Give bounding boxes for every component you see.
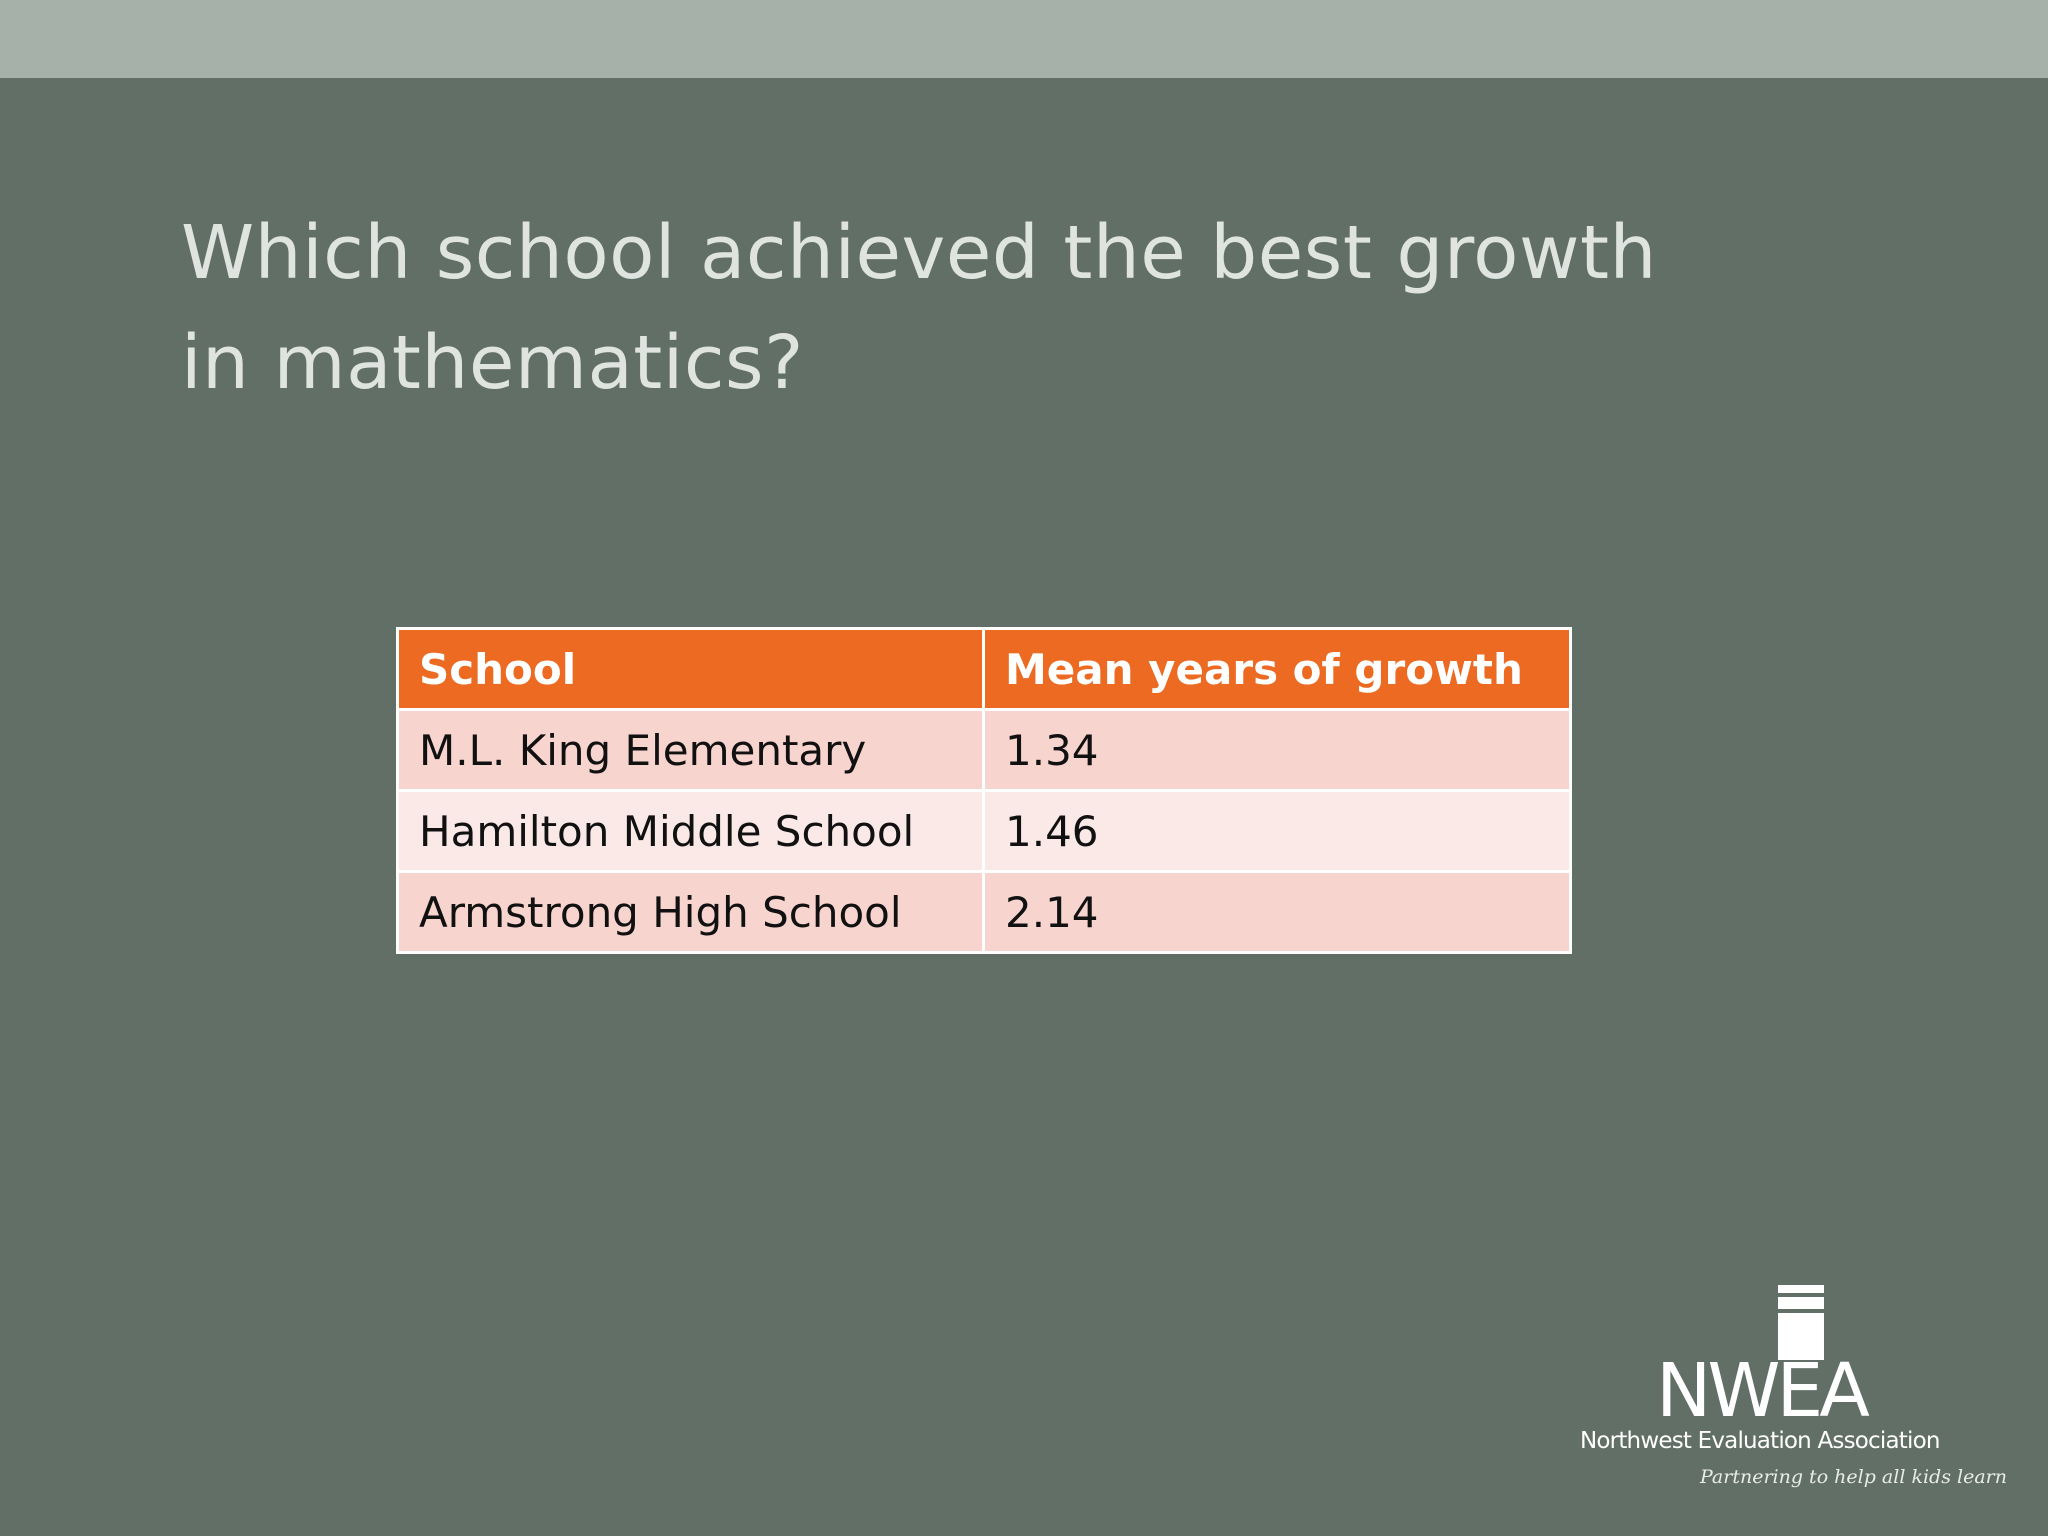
top-band (0, 0, 2048, 78)
slide-title: Which school achieved the best growth in… (181, 198, 1741, 418)
school-name-cell: Armstrong High School (396, 870, 985, 954)
growth-value-cell: 1.34 (982, 708, 1572, 792)
growth-table: School Mean years of growth M.L. King El… (396, 627, 1572, 954)
logo-bars-icon (1778, 1285, 1824, 1360)
logo-name: NWEA (1656, 1348, 1870, 1434)
table-row: Armstrong High School 2.14 (396, 870, 1572, 954)
header-mean-growth: Mean years of growth (982, 627, 1572, 711)
logo-org-name: Northwest Evaluation Association (1580, 1428, 1940, 1454)
header-school: School (396, 627, 985, 711)
school-name-cell: Hamilton Middle School (396, 789, 985, 873)
table-header-row: School Mean years of growth (396, 627, 1572, 711)
school-name-cell: M.L. King Elementary (396, 708, 985, 792)
logo-tagline: Partnering to help all kids learn (1700, 1466, 2007, 1488)
table-row: M.L. King Elementary 1.34 (396, 708, 1572, 792)
nwea-logo: NWEA Northwest Evaluation Association Pa… (1580, 1285, 2010, 1500)
growth-value-cell: 1.46 (982, 789, 1572, 873)
growth-value-cell: 2.14 (982, 870, 1572, 954)
slide-title-line-2: in mathematics? (181, 320, 804, 406)
slide-title-line-1: Which school achieved the best growth (181, 210, 1657, 296)
table-row: Hamilton Middle School 1.46 (396, 789, 1572, 873)
